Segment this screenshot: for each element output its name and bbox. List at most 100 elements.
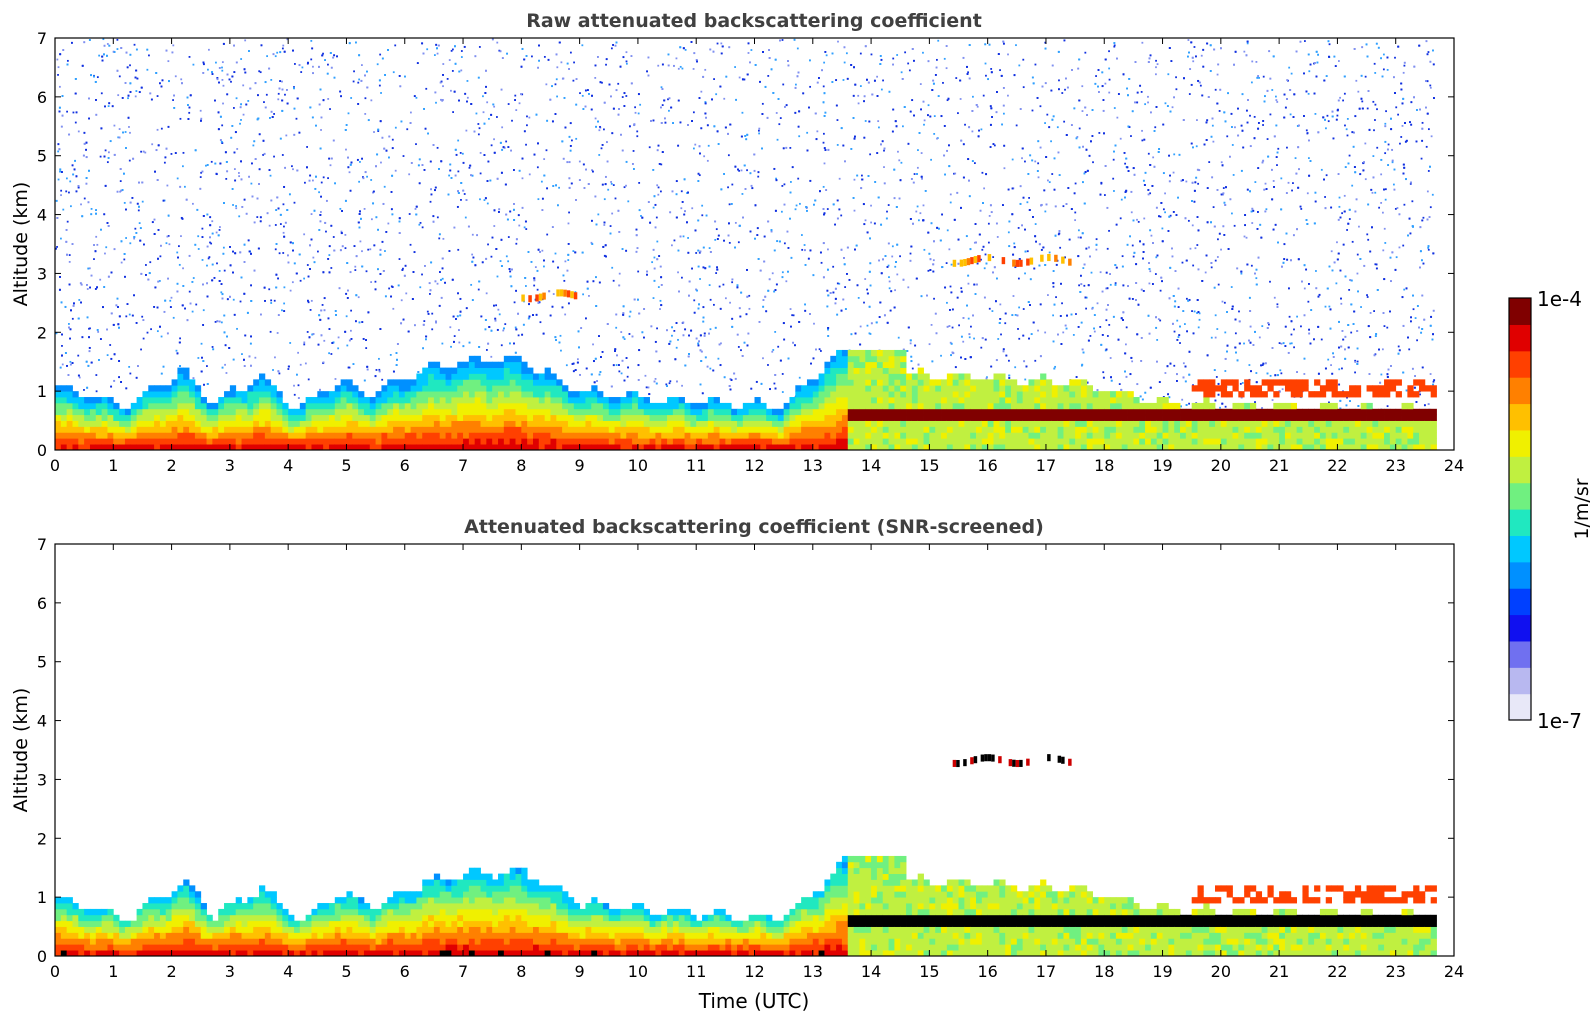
noise-pixel — [178, 263, 181, 266]
noise-pixel — [1074, 182, 1077, 185]
noise-pixel — [402, 155, 405, 157]
noise-pixel — [460, 69, 463, 72]
noise-pixel — [1076, 136, 1079, 138]
noise-pixel — [1062, 331, 1065, 334]
noise-pixel — [771, 350, 774, 353]
noise-pixel — [221, 124, 224, 127]
noise-pixel — [610, 181, 613, 183]
noise-pixel — [369, 248, 372, 251]
noise-pixel — [704, 68, 707, 71]
noise-pixel — [1234, 332, 1237, 335]
noise-pixel — [1408, 348, 1411, 351]
noise-pixel — [1037, 329, 1039, 332]
noise-pixel — [168, 243, 171, 246]
noise-pixel — [706, 159, 709, 162]
noise-pixel — [1380, 173, 1383, 176]
noise-pixel — [1293, 346, 1295, 349]
noise-pixel — [909, 342, 912, 345]
noise-pixel — [436, 52, 439, 55]
noise-pixel — [1239, 382, 1242, 385]
noise-pixel — [1376, 146, 1379, 149]
noise-pixel — [1374, 119, 1376, 121]
noise-pixel — [1383, 325, 1386, 328]
noise-pixel — [140, 348, 142, 351]
noise-pixel — [141, 200, 144, 203]
noise-pixel — [129, 242, 132, 245]
noise-pixel — [1357, 90, 1360, 93]
noise-pixel — [247, 100, 250, 102]
noise-pixel — [1412, 308, 1415, 311]
noise-pixel — [65, 177, 68, 180]
noise-pixel — [1381, 211, 1384, 214]
noise-pixel — [946, 301, 948, 304]
noise-pixel — [283, 286, 286, 289]
noise-pixel — [932, 259, 935, 262]
noise-pixel — [1336, 241, 1338, 244]
noise-pixel — [714, 238, 717, 241]
noise-pixel — [206, 264, 208, 267]
noise-pixel — [119, 190, 122, 193]
noise-pixel — [1416, 339, 1418, 342]
noise-pixel — [1374, 72, 1377, 74]
noise-pixel — [120, 261, 123, 264]
noise-pixel — [1386, 405, 1389, 408]
noise-pixel — [680, 190, 683, 193]
noise-pixel — [1147, 101, 1149, 104]
noise-pixel — [66, 59, 69, 62]
noise-pixel — [340, 230, 343, 233]
noise-pixel — [859, 85, 862, 87]
noise-pixel — [692, 68, 695, 70]
noise-pixel — [127, 97, 129, 100]
noise-pixel — [1354, 359, 1357, 362]
noise-pixel — [1085, 296, 1088, 299]
noise-pixel — [225, 177, 228, 180]
noise-pixel — [426, 310, 429, 313]
noise-pixel — [797, 177, 800, 180]
noise-pixel — [612, 279, 615, 282]
noise-pixel — [623, 186, 626, 189]
noise-pixel — [468, 166, 471, 169]
noise-pixel — [498, 313, 501, 316]
noise-pixel — [592, 343, 594, 346]
noise-pixel — [104, 252, 106, 255]
noise-pixel — [699, 278, 701, 280]
noise-pixel — [822, 185, 825, 188]
noise-pixel — [192, 277, 195, 279]
noise-pixel — [392, 307, 395, 310]
noise-pixel — [192, 202, 194, 205]
noise-pixel — [1421, 121, 1424, 124]
noise-pixel — [1345, 128, 1348, 131]
noise-pixel — [729, 301, 731, 304]
noise-pixel — [57, 66, 60, 69]
noise-pixel — [1254, 181, 1257, 183]
noise-pixel — [1136, 218, 1138, 221]
noise-pixel — [415, 143, 417, 146]
noise-pixel — [166, 235, 169, 238]
noise-pixel — [1320, 168, 1323, 171]
noise-pixel — [330, 353, 333, 355]
noise-pixel — [1113, 44, 1116, 47]
noise-pixel — [827, 248, 829, 251]
noise-pixel — [902, 125, 904, 128]
noise-pixel — [923, 119, 926, 122]
noise-pixel — [1108, 91, 1111, 94]
noise-pixel — [888, 287, 891, 290]
noise-pixel — [1307, 92, 1310, 95]
noise-pixel — [289, 289, 292, 292]
noise-pixel — [681, 384, 683, 387]
noise-pixel — [477, 288, 480, 291]
noise-pixel — [156, 95, 159, 97]
noise-pixel — [949, 341, 952, 344]
noise-pixel — [1109, 357, 1112, 359]
noise-pixel — [877, 120, 880, 123]
noise-pixel — [779, 117, 782, 119]
noise-pixel — [1373, 62, 1376, 65]
noise-pixel — [578, 160, 581, 163]
noise-pixel — [661, 104, 664, 106]
noise-pixel — [869, 153, 872, 156]
noise-pixel — [656, 184, 659, 187]
noise-pixel — [594, 77, 597, 79]
noise-pixel — [66, 220, 69, 223]
noise-pixel — [1044, 122, 1046, 124]
noise-pixel — [911, 367, 914, 370]
